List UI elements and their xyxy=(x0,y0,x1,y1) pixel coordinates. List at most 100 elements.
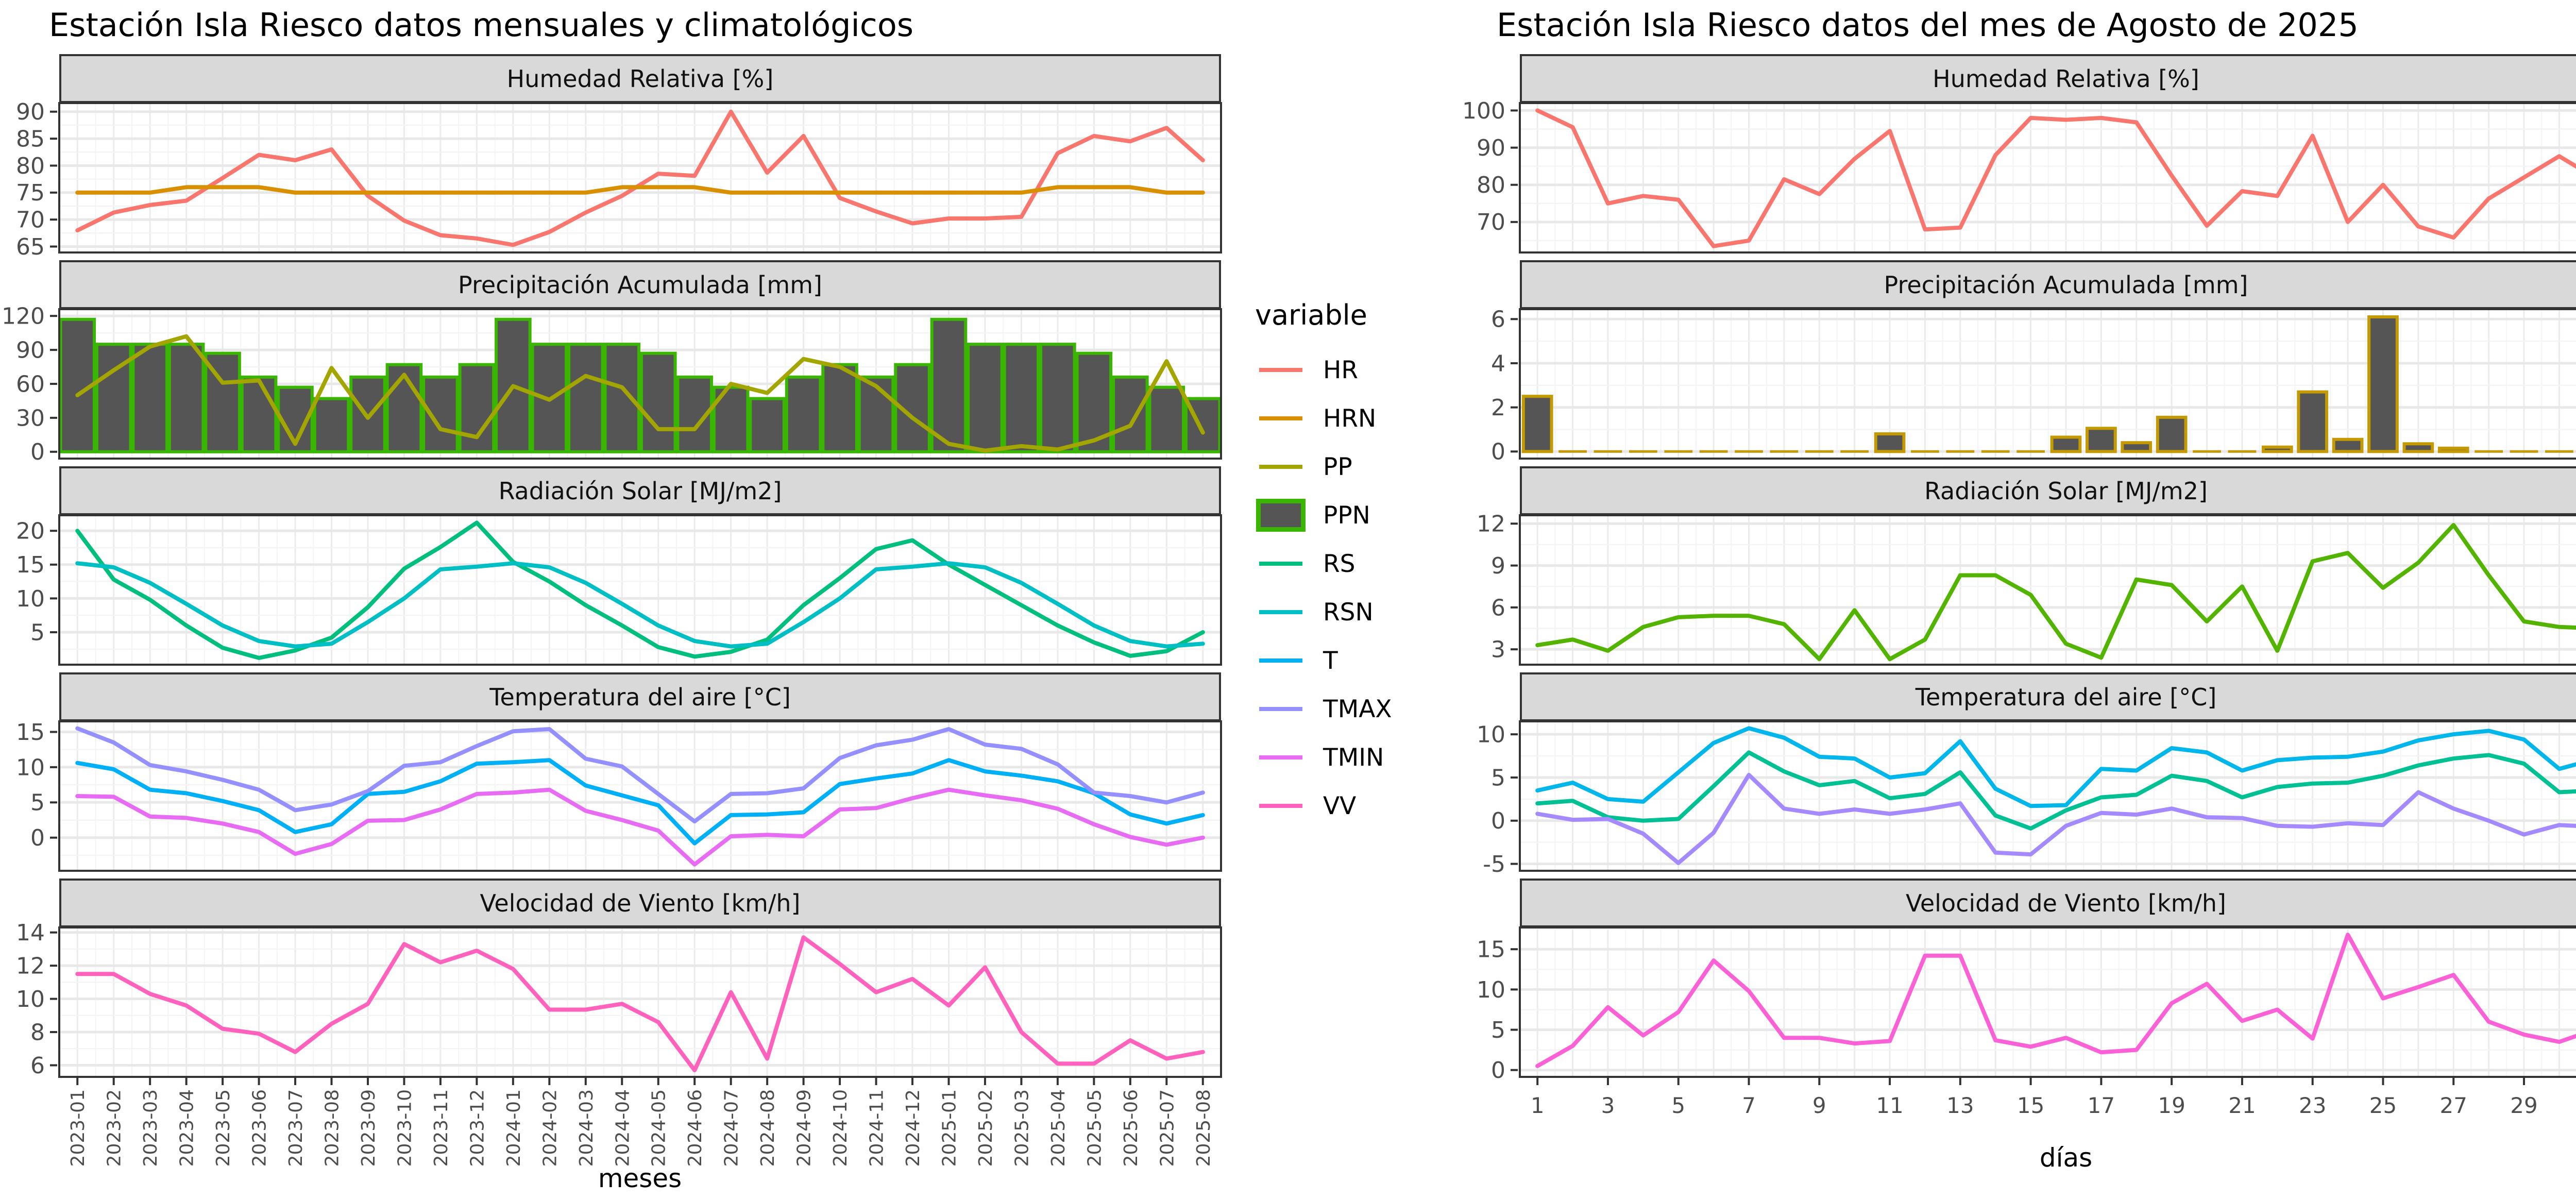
x-tick-label: 2024-09 xyxy=(794,1089,815,1167)
legend-line-swatch-icon xyxy=(1252,658,1310,663)
y-tick-label: 75 xyxy=(16,180,45,206)
x-tick-label: 21 xyxy=(2228,1093,2256,1118)
y-tick-label: 8 xyxy=(30,1019,45,1045)
x-tick-label: 2024-02 xyxy=(539,1089,561,1167)
x-tick-label: 2025-02 xyxy=(975,1089,996,1167)
x-tick-label: 2023-02 xyxy=(104,1089,125,1167)
bar-PPN xyxy=(1112,375,1149,453)
line-T xyxy=(1535,750,2576,831)
bar-PPN xyxy=(785,375,822,453)
x-tick-label: 2023-07 xyxy=(285,1089,307,1167)
y-tick-label: 12 xyxy=(16,953,45,980)
legend-line-swatch-icon xyxy=(1252,610,1310,614)
bar-PPN xyxy=(1184,397,1222,453)
y-tick-label: 10 xyxy=(1477,722,1505,748)
legend-entry-HRN: HRN xyxy=(1252,394,1392,443)
legend-line-swatch-icon xyxy=(1252,416,1310,420)
x-tick-label: 2023-08 xyxy=(322,1089,343,1167)
bar-PPN xyxy=(204,351,241,453)
legend-entry-TMAX: TMAX xyxy=(1252,685,1392,733)
legend-line-swatch-icon xyxy=(1252,465,1310,469)
y-tick-label: 70 xyxy=(1477,209,1505,235)
y-tick-label: 5 xyxy=(30,619,45,646)
panel-strip-title: Temperatura del aire [°C] xyxy=(1520,672,2576,721)
x-tick-label: 1 xyxy=(1531,1093,1545,1118)
panel-strip-title: Radiación Solar [MJ/m2] xyxy=(59,466,1221,515)
bar-PPN xyxy=(1003,343,1040,453)
panel-strip-title: Precipitación Acumulada [mm] xyxy=(59,260,1221,309)
line-HRN xyxy=(75,185,1205,195)
legend-label: TMAX xyxy=(1323,695,1392,723)
legend-label: HRN xyxy=(1323,404,1377,433)
legend-line-swatch-icon xyxy=(1252,804,1310,808)
y-tick-label: 20 xyxy=(16,518,45,545)
line-T xyxy=(75,758,1205,846)
x-tick-label: 25 xyxy=(2369,1093,2397,1118)
y-tick-label: 0 xyxy=(1491,439,1505,465)
y-tick-label: 15 xyxy=(16,552,45,578)
line-PP xyxy=(75,334,1205,453)
bar-PP xyxy=(2050,435,2082,453)
y-tick-label: 10 xyxy=(16,754,45,781)
bar-PPN xyxy=(821,363,858,453)
y-tick-label: 85 xyxy=(16,126,45,152)
bar-PPN xyxy=(894,363,931,453)
bar-PPN xyxy=(639,351,677,453)
left-chart-title: Estación Isla Riesco datos mensuales y c… xyxy=(49,6,914,44)
x-tick-label: 2023-10 xyxy=(394,1089,415,1167)
line-HR xyxy=(75,109,1205,247)
panel-strip-title: Radiación Solar [MJ/m2] xyxy=(1520,466,2576,515)
x-tick-label: 2024-10 xyxy=(830,1089,851,1167)
bar-PP xyxy=(2261,445,2293,453)
y-tick-label: 6 xyxy=(1491,307,1505,333)
bar-PP xyxy=(2367,315,2399,453)
bar-PPN xyxy=(495,317,532,453)
x-tick-label: 2024-01 xyxy=(503,1089,524,1167)
panel-strip-title: Precipitación Acumulada [mm] xyxy=(1520,260,2576,309)
bar-PPN xyxy=(749,397,786,453)
x-tick-label: 2025-05 xyxy=(1084,1089,1105,1167)
y-tick-label: 90 xyxy=(16,337,45,363)
x-tick-label: 2024-06 xyxy=(685,1089,706,1167)
y-tick-label: 4 xyxy=(1491,350,1505,377)
bar-PPN xyxy=(930,317,968,453)
bar-PPN xyxy=(567,343,604,453)
x-tick-label: 11 xyxy=(1876,1093,1903,1118)
bar-PP xyxy=(2402,442,2434,453)
left-legend-title: variable xyxy=(1255,299,1367,331)
bar-PP xyxy=(2086,427,2117,453)
x-tick-label: 2023-04 xyxy=(177,1089,198,1167)
y-tick-label: 9 xyxy=(1491,553,1505,579)
line-VV xyxy=(1535,933,2576,1068)
x-tick-label: 9 xyxy=(1812,1093,1826,1118)
legend-entry-RSN: RSN xyxy=(1252,588,1392,636)
y-tick-label: 80 xyxy=(16,153,45,179)
legend-label: T xyxy=(1323,646,1338,675)
x-tick-label: 2025-07 xyxy=(1157,1089,1178,1167)
y-tick-label: 6 xyxy=(30,1053,45,1079)
y-tick-label: -5 xyxy=(1483,851,1505,877)
panel-strip-title: Temperatura del aire [°C] xyxy=(59,672,1221,721)
legend-entry-RS: RS xyxy=(1252,539,1392,588)
bar-PP xyxy=(1874,432,1906,453)
legend-line-swatch-icon xyxy=(1252,368,1310,372)
x-tick-label: 2024-08 xyxy=(757,1089,778,1167)
x-tick-label: 2023-03 xyxy=(140,1089,161,1167)
y-tick-label: 14 xyxy=(16,920,45,946)
panel-strip-title: Humedad Relativa [%] xyxy=(1520,54,2576,103)
x-tick-label: 23 xyxy=(2299,1093,2326,1118)
bar-PPN xyxy=(240,375,278,453)
x-tick-label: 2024-03 xyxy=(576,1089,597,1167)
x-tick-label: 2023-11 xyxy=(431,1089,452,1167)
bar-PP xyxy=(2121,441,2153,453)
y-tick-label: 15 xyxy=(1477,937,1505,963)
bar-PP xyxy=(2297,390,2329,453)
y-tick-label: 15 xyxy=(16,719,45,746)
x-tick-label: 29 xyxy=(2510,1093,2537,1118)
bar-PP xyxy=(2156,415,2188,453)
x-tick-label: 3 xyxy=(1601,1093,1615,1118)
legend-label: PP xyxy=(1323,452,1352,481)
legend-line-swatch-icon xyxy=(1252,755,1310,759)
y-tick-label: 10 xyxy=(16,586,45,612)
